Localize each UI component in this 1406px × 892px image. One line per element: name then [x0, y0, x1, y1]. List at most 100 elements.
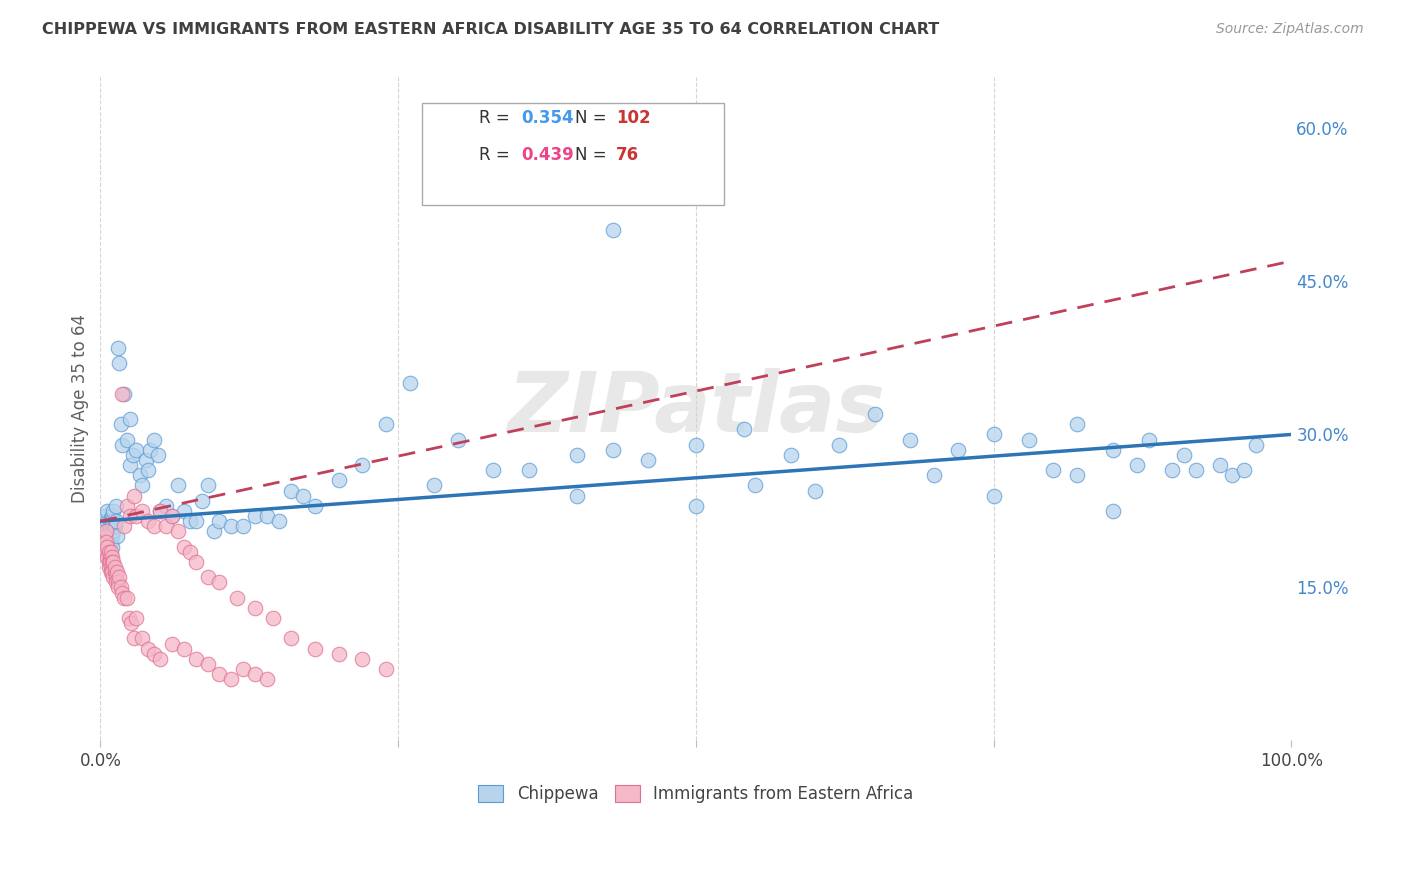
Point: [1101, 504, 1123, 518]
Point: [98, 549, 121, 564]
Point: [160, 509, 183, 524]
Point: [142, 519, 165, 533]
Point: [101, 529, 124, 543]
Point: [482, 463, 505, 477]
Point: [565, 448, 588, 462]
Point: [256, 673, 278, 687]
Point: [166, 478, 188, 492]
Point: [155, 499, 177, 513]
Point: [125, 442, 148, 457]
Point: [352, 652, 374, 666]
Text: 0.354: 0.354: [522, 109, 574, 127]
Point: [946, 442, 969, 457]
Point: [197, 478, 219, 492]
Point: [107, 581, 129, 595]
Point: [94, 509, 117, 524]
Point: [232, 519, 254, 533]
Point: [131, 504, 153, 518]
Point: [100, 545, 122, 559]
Point: [375, 662, 398, 676]
Point: [208, 667, 231, 681]
Point: [96, 524, 118, 539]
Point: [565, 489, 588, 503]
Y-axis label: Disability Age 35 to 64: Disability Age 35 to 64: [72, 315, 89, 503]
Point: [125, 509, 148, 524]
Point: [103, 570, 125, 584]
Point: [602, 442, 624, 457]
Point: [97, 524, 120, 539]
Text: ZIPatlas: ZIPatlas: [508, 368, 884, 450]
Point: [232, 662, 254, 676]
Point: [111, 585, 134, 599]
Text: 76: 76: [616, 146, 638, 164]
Point: [104, 519, 127, 533]
Point: [863, 407, 886, 421]
Point: [107, 341, 129, 355]
Point: [280, 632, 302, 646]
Point: [96, 514, 118, 528]
Point: [104, 499, 127, 513]
Point: [267, 514, 290, 528]
Point: [120, 616, 142, 631]
Text: N =: N =: [575, 146, 612, 164]
Point: [136, 641, 159, 656]
Point: [1137, 433, 1160, 447]
Point: [110, 581, 132, 595]
Point: [136, 514, 159, 528]
Point: [1244, 437, 1267, 451]
Point: [744, 478, 766, 492]
Point: [105, 529, 128, 543]
Point: [112, 591, 135, 605]
Point: [1066, 417, 1088, 432]
Point: [101, 555, 124, 569]
Point: [136, 463, 159, 477]
Point: [173, 641, 195, 656]
Point: [166, 524, 188, 539]
Point: [128, 468, 150, 483]
Point: [190, 493, 212, 508]
Point: [103, 504, 125, 518]
Point: [1101, 442, 1123, 457]
Point: [160, 636, 183, 650]
Point: [685, 437, 707, 451]
Point: [103, 524, 125, 539]
Point: [685, 499, 707, 513]
Point: [98, 514, 121, 528]
Text: R =: R =: [479, 109, 516, 127]
Point: [96, 534, 118, 549]
Point: [122, 632, 145, 646]
Point: [122, 489, 145, 503]
Point: [142, 433, 165, 447]
Point: [100, 560, 122, 574]
Point: [328, 474, 350, 488]
Point: [115, 499, 138, 513]
Point: [733, 422, 755, 436]
Point: [898, 433, 921, 447]
Point: [149, 652, 172, 666]
Point: [146, 448, 169, 462]
Point: [447, 433, 470, 447]
Point: [922, 468, 945, 483]
Point: [121, 448, 143, 462]
Point: [1018, 433, 1040, 447]
Point: [1125, 458, 1147, 472]
Point: [104, 560, 127, 574]
Point: [104, 570, 127, 584]
Point: [983, 427, 1005, 442]
Text: CHIPPEWA VS IMMIGRANTS FROM EASTERN AFRICA DISABILITY AGE 35 TO 64 CORRELATION C: CHIPPEWA VS IMMIGRANTS FROM EASTERN AFRI…: [42, 22, 939, 37]
Point: [160, 509, 183, 524]
Point: [245, 509, 267, 524]
Point: [155, 519, 177, 533]
Point: [423, 478, 446, 492]
Point: [245, 667, 267, 681]
Point: [328, 647, 350, 661]
Point: [179, 545, 201, 559]
Point: [100, 565, 122, 579]
Point: [139, 442, 162, 457]
Text: 102: 102: [616, 109, 651, 127]
Point: [107, 575, 129, 590]
Point: [108, 356, 131, 370]
Point: [93, 529, 115, 543]
Point: [179, 514, 201, 528]
Point: [256, 509, 278, 524]
